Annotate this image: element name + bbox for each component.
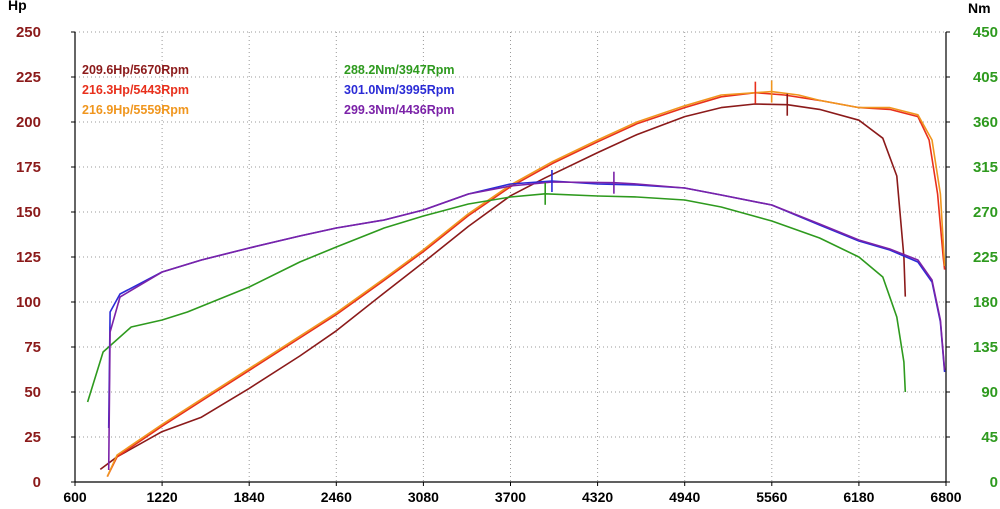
right-tick-label: 405 <box>973 69 998 86</box>
left-tick-label: 0 <box>33 474 41 491</box>
right-tick-label: 45 <box>981 429 998 446</box>
series-line <box>106 90 946 477</box>
left-tick-label: 100 <box>16 294 41 311</box>
x-tick-label: 1220 <box>147 489 178 505</box>
left-tick-label: 175 <box>16 159 41 176</box>
x-tick-label: 4320 <box>582 489 613 505</box>
legend: 209.6Hp/5670Rpm 216.3Hp/5443Rpm 216.9Hp/… <box>82 63 454 117</box>
series-line <box>107 180 946 429</box>
right-tick-label: 90 <box>981 384 998 401</box>
x-tick-label: 3700 <box>495 489 526 505</box>
right-axis-unit: Nm <box>968 0 991 16</box>
x-tick-label: 3080 <box>408 489 439 505</box>
right-tick-label: 0 <box>990 474 998 491</box>
x-tick-label: 6180 <box>843 489 874 505</box>
right-tick-label: 180 <box>973 294 998 311</box>
x-tick-label: 2460 <box>321 489 352 505</box>
x-tick-label: 4940 <box>669 489 700 505</box>
left-tick-label: 225 <box>16 69 41 86</box>
x-tick-label: 6800 <box>930 489 961 505</box>
left-tick-label: 75 <box>24 339 41 356</box>
legend-entry: 216.9Hp/5559Rpm <box>82 103 189 117</box>
right-tick-label: 315 <box>973 159 998 176</box>
peak-markers <box>544 80 789 205</box>
right-tick-label: 360 <box>973 114 998 131</box>
series-line <box>106 91 946 477</box>
left-tick-label: 150 <box>16 204 41 221</box>
legend-entry: 216.3Hp/5443Rpm <box>82 83 189 97</box>
legend-entry: 299.3Nm/4436Rpm <box>344 103 454 117</box>
left-axis-unit: Hp <box>8 0 27 13</box>
x-tick-label: 5560 <box>756 489 787 505</box>
left-tick-label: 25 <box>24 429 41 446</box>
legend-entry: 288.2Nm/3947Rpm <box>344 63 454 77</box>
series-lines <box>86 90 946 477</box>
right-tick-label: 135 <box>973 339 998 356</box>
left-tick-label: 50 <box>24 384 41 401</box>
x-tick-label: 1840 <box>234 489 265 505</box>
left-tick-label: 125 <box>16 249 41 266</box>
axes: 0 25 50 75 100 125 150 175 200 225 250 0 45 90 135 180 2… <box>16 24 998 505</box>
legend-entry: 209.6Hp/5670Rpm <box>82 63 189 77</box>
left-tick-label: 200 <box>16 114 41 131</box>
right-tick-label: 225 <box>973 249 998 266</box>
series-line <box>86 193 907 403</box>
series-line <box>99 103 907 471</box>
right-tick-label: 270 <box>973 204 998 221</box>
legend-entry: 301.0Nm/3995Rpm <box>344 83 454 97</box>
right-tick-label: 450 <box>973 24 998 41</box>
left-tick-label: 250 <box>16 24 41 41</box>
x-tick-label: 600 <box>63 489 87 505</box>
